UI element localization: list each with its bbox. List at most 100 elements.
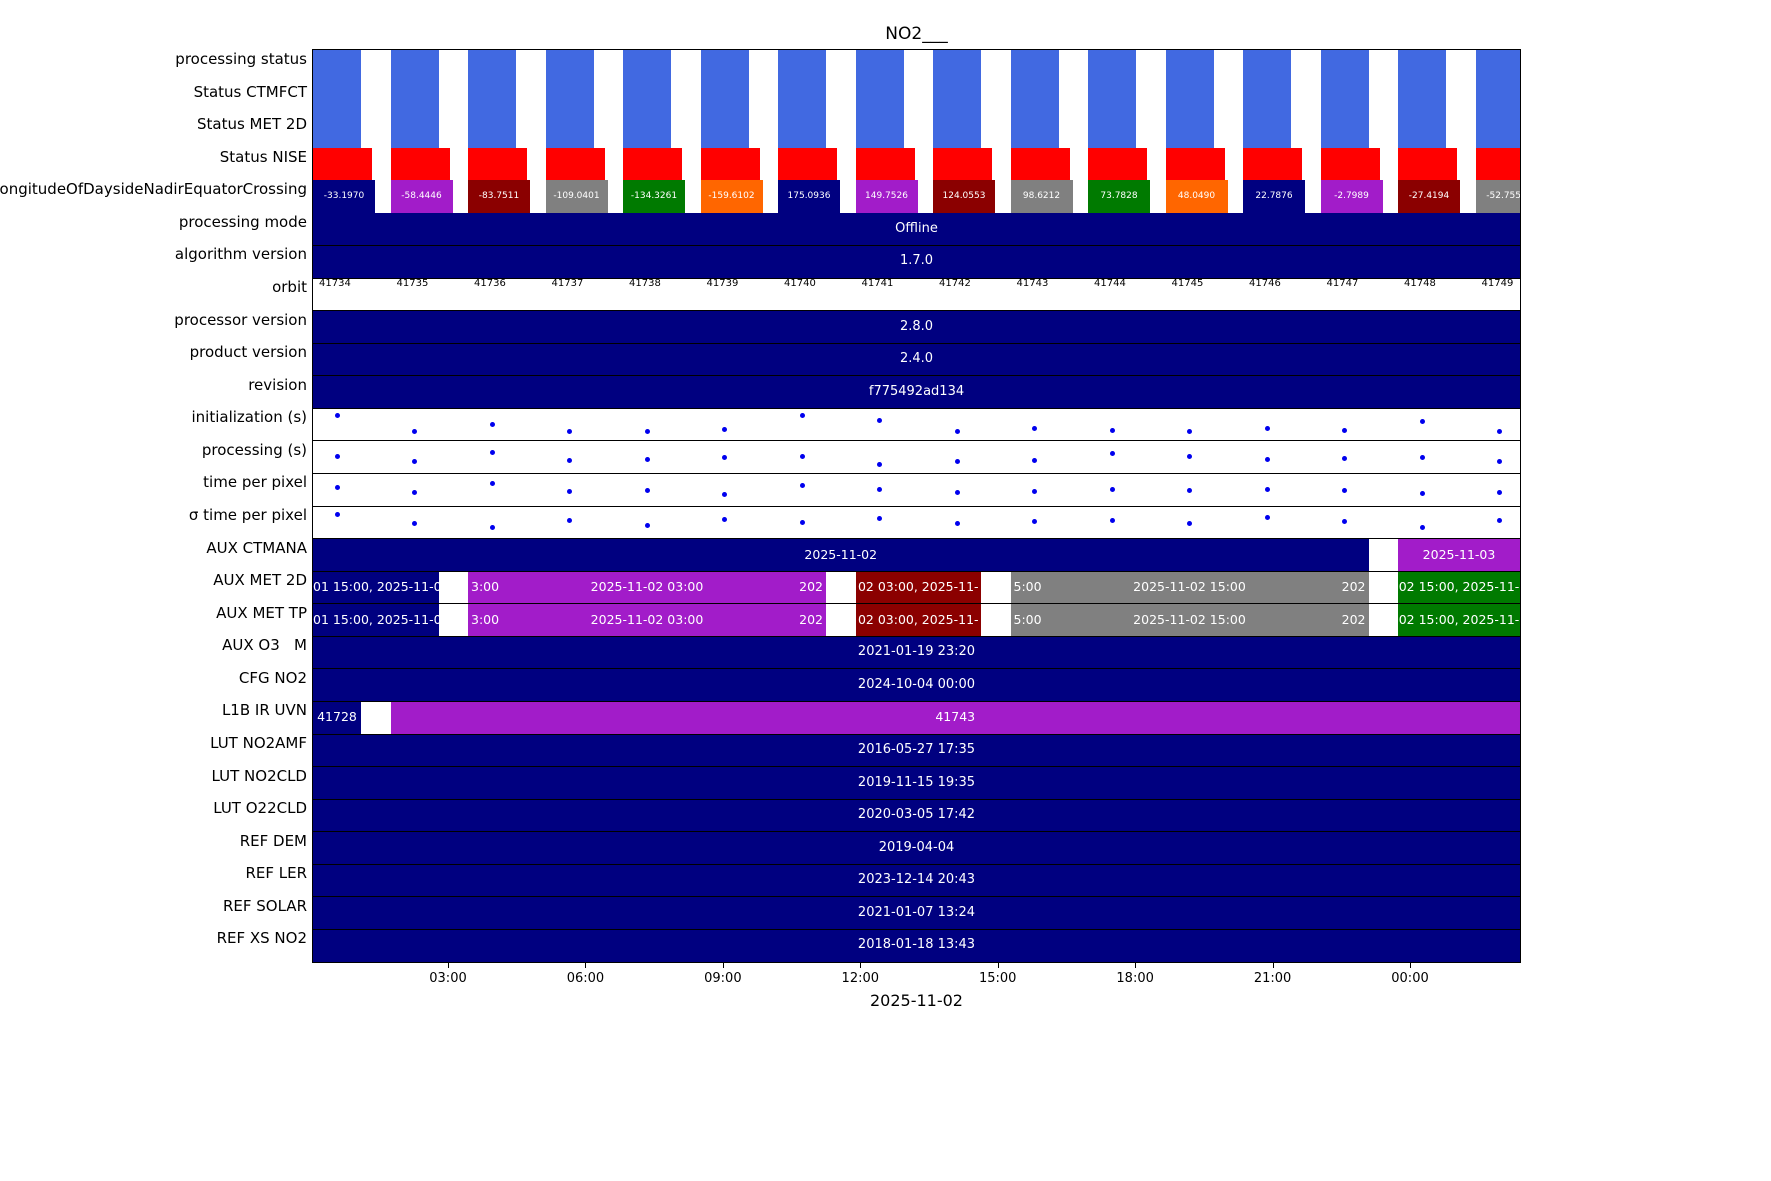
orbit-number-label: 41737 (551, 278, 584, 289)
segment-right-label: 202 (1341, 611, 1366, 627)
segment-bar: 02 15:00, 2025-11- (1398, 603, 1520, 637)
status-bar (313, 147, 372, 181)
segment-center-label: 02 15:00, 2025-11- (1398, 611, 1520, 627)
status-bar (778, 82, 826, 116)
row-divider (313, 472, 1520, 474)
scatter-dot (412, 458, 417, 464)
scatter-dot (1497, 517, 1502, 523)
segment-right-label: 202 (799, 579, 823, 595)
status-bar (545, 82, 594, 116)
equator-crossing-bar: -134.3261 (623, 180, 685, 213)
segment-bar: 02 03:00, 2025-11- (855, 571, 981, 604)
full-row-bar: 2018-01-18 13:43 (313, 929, 1520, 962)
segment-center-label: 2025-11-02 03:00 (590, 611, 704, 627)
scatter-dot (1187, 428, 1192, 434)
status-bar (700, 147, 760, 181)
scatter-dot (799, 453, 805, 459)
segment-right-label: 202 (799, 611, 823, 627)
row-label: LUT NO2AMF (210, 734, 307, 752)
status-bar (545, 50, 594, 83)
row-label: AUX MET TP (216, 603, 307, 622)
scatter-dot (722, 427, 727, 433)
row-label: time per pixel (203, 473, 307, 492)
equator-crossing-bar: -109.0401 (545, 180, 608, 213)
scatter-dot (567, 489, 572, 495)
equator-crossing-bar: 22.7876 (1243, 180, 1305, 213)
x-tick (1272, 963, 1274, 968)
segment-left-label: 3:00 (471, 611, 500, 627)
segment-bar: 2025-11-02 15:00 5:00 202 (1010, 571, 1369, 604)
chart-title: NO2___ (885, 24, 948, 44)
status-bar (1320, 147, 1380, 181)
equator-crossing-bar: -33.1970 (313, 180, 375, 213)
x-tick (997, 963, 999, 968)
status-bar (1165, 115, 1214, 148)
status-bar (390, 115, 439, 148)
scatter-dot (1187, 520, 1192, 526)
segment-center-label: 2025-11-03 (1422, 546, 1496, 562)
status-bar (468, 50, 516, 83)
scatter-dot (877, 461, 882, 467)
row-divider (313, 733, 1520, 735)
segment-bar: 2025-11-02 03:00 3:00 202 (468, 603, 826, 637)
status-bar (1088, 82, 1136, 116)
scatter-dot (1264, 426, 1270, 432)
scatter-dot (489, 524, 495, 530)
segment-center-label: 02 03:00, 2025-11- (857, 611, 979, 627)
full-row-bar: Offline (313, 212, 1520, 246)
row-divider (313, 798, 1520, 800)
scatter-dot (1264, 486, 1270, 492)
status-bar (933, 147, 992, 181)
status-bar (1088, 147, 1147, 181)
status-bar (1088, 50, 1136, 83)
x-tick (585, 963, 587, 968)
scatter-dot (334, 512, 340, 518)
status-bar (1010, 82, 1059, 116)
row-divider (313, 603, 1520, 605)
status-bar (623, 50, 671, 83)
scatter-dot (954, 429, 960, 435)
status-bar (1320, 82, 1369, 116)
segment-center-label: 41743 (935, 709, 976, 725)
status-bar (1475, 115, 1520, 148)
segment-right-label: 202 (1341, 579, 1366, 595)
scatter-dot (722, 455, 727, 461)
row-label: processing mode (178, 212, 307, 231)
status-bar (545, 147, 605, 181)
row-divider (313, 896, 1520, 898)
segment-center-label: 02 15:00, 2025-11- (1398, 579, 1520, 595)
segment-bar: 2025-11-02 03:00 3:00 202 (468, 571, 826, 604)
orbit-number-label: 41744 (1094, 278, 1126, 289)
scatter-dot (1109, 451, 1115, 457)
scatter-dot (799, 519, 805, 525)
full-row-bar: 2024-10-04 00:00 (313, 668, 1520, 702)
equator-crossing-bar: 48.0490 (1165, 180, 1228, 213)
segment-left-label: 5:00 (1013, 579, 1042, 595)
scatter-dot (1419, 419, 1425, 425)
status-bar (1243, 82, 1291, 116)
row-divider (313, 310, 1520, 312)
equator-crossing-bar: 124.0553 (933, 180, 995, 213)
full-row-bar: 2020-03-05 17:42 (313, 799, 1520, 832)
row-divider (313, 440, 1520, 442)
scatter-dot (1187, 453, 1192, 459)
scatter-dot (412, 490, 417, 496)
segment-bar: 2025-11-02 15:00 5:00 202 (1010, 603, 1369, 637)
status-bar (778, 50, 826, 83)
segment-center-label: 2025-11-02 03:00 (590, 579, 704, 595)
status-bar (778, 115, 826, 148)
scatter-dot (1497, 459, 1502, 465)
status-bar (468, 147, 527, 181)
status-bar (933, 82, 981, 116)
segment-bar: 41728 (313, 701, 361, 734)
scatter-dot (1032, 519, 1037, 525)
scatter-dot (877, 486, 882, 492)
row-label: orbit (272, 278, 307, 296)
row-label: initialization (s) (191, 408, 307, 427)
row-divider (313, 700, 1520, 702)
row-divider (313, 668, 1520, 670)
row-label: AUX MET 2D (213, 571, 307, 590)
row-divider (313, 277, 1520, 279)
status-bar (1010, 115, 1059, 148)
row-divider (313, 635, 1520, 637)
